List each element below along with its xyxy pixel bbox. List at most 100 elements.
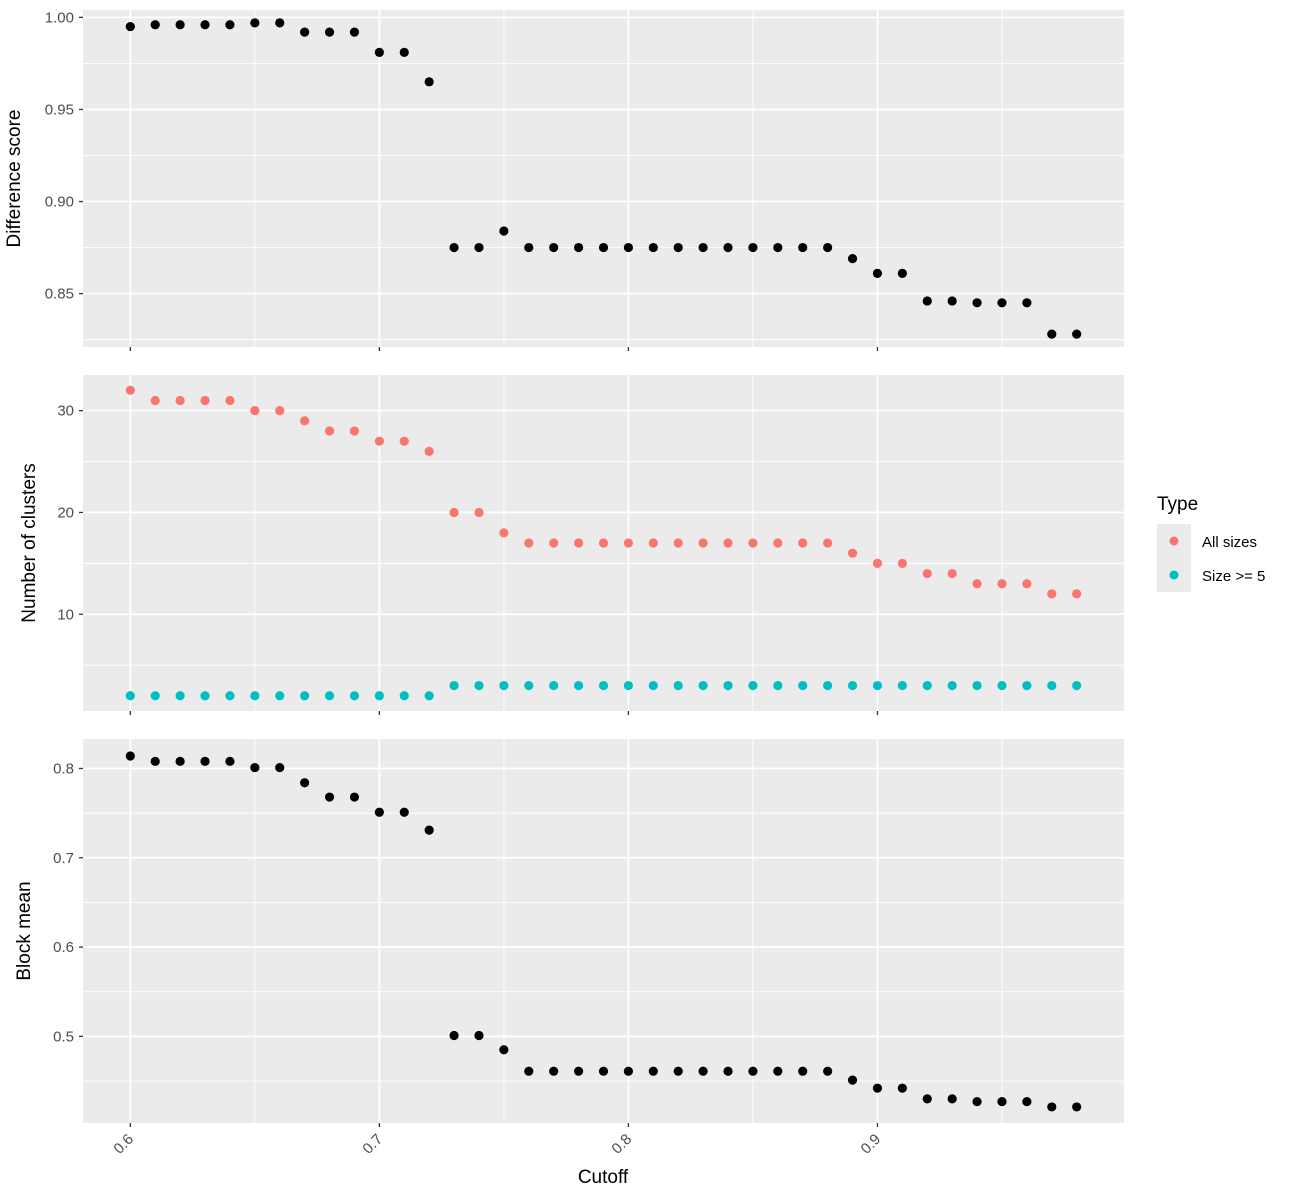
- data-point: [175, 395, 185, 406]
- data-point: [847, 680, 858, 691]
- data-point: [997, 680, 1007, 691]
- data-point: [549, 1066, 559, 1076]
- data-point: [200, 756, 210, 766]
- data-point: [798, 538, 808, 548]
- data-point: [897, 680, 907, 691]
- data-point: [798, 1066, 808, 1076]
- data-point: [573, 538, 584, 548]
- data-point: [349, 27, 360, 37]
- legend-label-size-ge-5: Size >= 5: [1202, 568, 1265, 585]
- data-point: [200, 20, 210, 30]
- data-point: [997, 579, 1007, 589]
- data-point: [648, 1066, 658, 1076]
- series-1: [125, 18, 1082, 339]
- data-point: [250, 762, 260, 773]
- data-point: [723, 1066, 733, 1076]
- data-point: [399, 807, 409, 817]
- data-point: [424, 446, 434, 456]
- y-tick-label: 0.7: [53, 850, 74, 867]
- data-point: [648, 680, 658, 691]
- data-point: [773, 242, 783, 253]
- data-point: [1072, 1102, 1082, 1112]
- data-point: [947, 680, 957, 691]
- panel-2: 10 20 30 Number of clusters: [19, 375, 1124, 715]
- data-point: [573, 680, 584, 691]
- data-point: [1047, 589, 1057, 599]
- data-point: [823, 680, 833, 691]
- data-point: [847, 1075, 858, 1085]
- data-point: [499, 528, 509, 538]
- data-point: [349, 691, 360, 701]
- data-point: [698, 538, 708, 548]
- legend-key-all-sizes-point: [1169, 536, 1179, 546]
- panel-3: 0.5 0.6 0.7 0.8 Block mean: [14, 739, 1124, 1127]
- data-point: [300, 691, 310, 701]
- y-tick-label: 0.95: [45, 101, 74, 118]
- data-point: [972, 298, 982, 308]
- y-tick-label: 0.90: [45, 194, 74, 211]
- data-point: [499, 1045, 509, 1055]
- data-point: [648, 538, 658, 548]
- data-point: [623, 538, 634, 548]
- x-tick-label: 0.9: [858, 1131, 885, 1158]
- data-point: [698, 680, 708, 691]
- panels-group: 0.85 0.90 0.95 1.00 Difference score 10 20 30 Nu…: [4, 9, 1124, 1158]
- series-1: [125, 751, 1082, 1112]
- data-point: [275, 406, 285, 416]
- data-point: [399, 47, 409, 57]
- data-point: [872, 680, 883, 691]
- data-point: [300, 416, 310, 426]
- y-tick-label: 10: [57, 606, 74, 623]
- y-tick-label: 0.8: [53, 760, 74, 777]
- data-point: [150, 20, 160, 30]
- legend: Type All sizes Size >= 5: [1157, 494, 1265, 592]
- y-axis-title: Difference score: [4, 110, 25, 248]
- data-point: [1022, 298, 1032, 308]
- y-axis-title: Number of clusters: [19, 463, 40, 622]
- data-point: [1047, 680, 1057, 691]
- data-point: [374, 807, 384, 817]
- data-point: [549, 680, 559, 691]
- data-point: [324, 27, 335, 37]
- data-point: [872, 1083, 883, 1093]
- data-point: [748, 538, 758, 548]
- y-tick-label: 0.85: [45, 286, 74, 303]
- data-point: [225, 756, 235, 766]
- data-point: [723, 538, 733, 548]
- legend-key-size-ge-5-point: [1169, 570, 1179, 580]
- data-point: [997, 1096, 1007, 1107]
- data-point: [374, 47, 384, 57]
- data-point: [798, 242, 808, 253]
- y-tick-label: 30: [57, 403, 74, 420]
- data-point: [773, 1066, 783, 1076]
- data-point: [125, 751, 135, 761]
- data-point: [150, 395, 160, 406]
- data-point: [524, 680, 534, 691]
- data-point: [449, 1030, 459, 1041]
- data-point: [499, 680, 509, 691]
- legend-title: Type: [1157, 494, 1198, 515]
- data-point: [847, 254, 858, 264]
- data-point: [300, 27, 310, 37]
- data-point: [449, 242, 459, 253]
- data-point: [573, 242, 584, 253]
- data-point: [673, 680, 683, 691]
- data-point: [1022, 579, 1032, 589]
- data-point: [474, 507, 484, 518]
- y-tick-label: 1.00: [45, 9, 74, 26]
- data-point: [947, 296, 957, 306]
- data-point: [250, 18, 260, 28]
- data-point: [374, 436, 384, 446]
- x-axis-title: Cutoff: [578, 1167, 629, 1188]
- data-point: [1047, 1102, 1057, 1112]
- data-point: [673, 1066, 683, 1076]
- data-point: [748, 680, 758, 691]
- panel-background: [83, 10, 1124, 347]
- data-point: [648, 242, 658, 253]
- data-point: [773, 680, 783, 691]
- data-point: [275, 691, 285, 701]
- data-point: [225, 691, 235, 701]
- data-point: [499, 226, 509, 236]
- data-point: [1047, 329, 1057, 339]
- data-point: [997, 298, 1007, 308]
